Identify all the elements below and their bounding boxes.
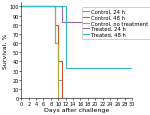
Control, no treatment [131,98,133,99]
Control, no treatment [54,43,56,44]
Control, 24 h [57,79,59,81]
Control, 24 h [57,43,59,44]
Control, 48 h [61,61,63,63]
Line: Control, 24 h: Control, 24 h [21,7,132,98]
Treated, 24 h [20,7,22,8]
Y-axis label: Survival, %: Survival, % [3,33,8,68]
Control, 24 h [61,79,63,81]
Treated, 24 h [61,22,63,23]
Control, 48 h [131,98,133,99]
Treated, 48 h [65,7,66,8]
Control, 48 h [20,7,22,8]
Control, 24 h [61,98,63,99]
Line: Control, no treatment: Control, no treatment [21,7,132,98]
Control, 48 h [57,61,59,63]
Control, 48 h [61,98,63,99]
Control, 24 h [20,7,22,8]
Line: Control, 48 h: Control, 48 h [21,7,132,98]
Control, no treatment [57,43,59,44]
Treated, 48 h [20,7,22,8]
Control, no treatment [20,7,22,8]
X-axis label: Days after challenge: Days after challenge [44,107,109,112]
Control, 48 h [54,25,56,26]
Control, 24 h [54,43,56,44]
Line: Treated, 24 h: Treated, 24 h [21,7,132,23]
Control, no treatment [57,98,59,99]
Control, 48 h [57,25,59,26]
Line: Treated, 48 h: Treated, 48 h [21,7,132,68]
Treated, 48 h [65,68,66,69]
Treated, 24 h [61,7,63,8]
Control, 48 h [54,7,56,8]
Treated, 24 h [131,22,133,23]
Legend: Control, 24 h, Control, 48 h, Control, no treatment, Treated, 24 h, Treated, 48 : Control, 24 h, Control, 48 h, Control, n… [82,8,150,39]
Treated, 48 h [131,68,133,69]
Control, 24 h [54,7,56,8]
Control, no treatment [54,7,56,8]
Control, 24 h [131,98,133,99]
